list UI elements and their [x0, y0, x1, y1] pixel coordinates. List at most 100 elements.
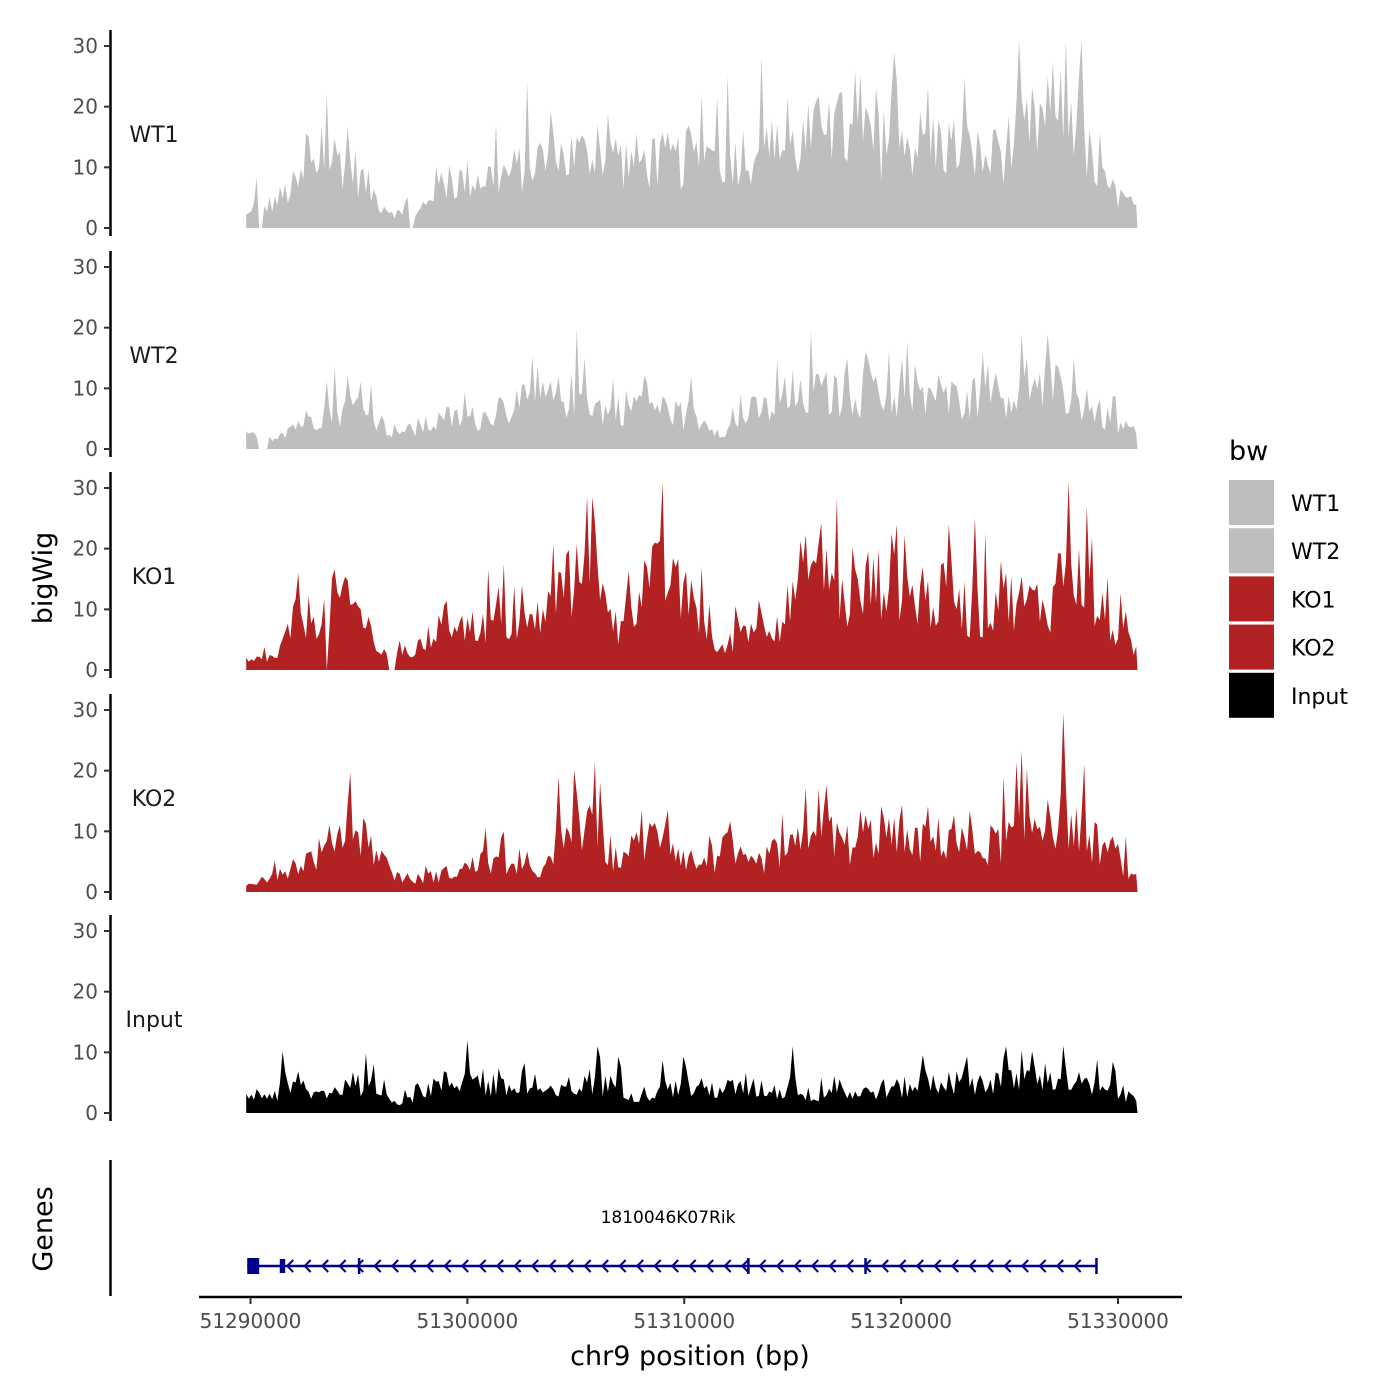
y-tick-label: 0 — [85, 1101, 98, 1125]
y-tick-label: 0 — [85, 880, 98, 904]
strand-arrow — [670, 1259, 679, 1273]
strand-arrow — [985, 1259, 994, 1273]
signal-area-ko1 — [246, 481, 1138, 670]
strand-arrow — [373, 1259, 382, 1273]
strand-arrow — [355, 1259, 364, 1273]
track-wt2: 0 10 20 30 WT2 — [73, 251, 1138, 461]
x-tick-label: 51330000 — [1067, 1309, 1169, 1333]
strand-arrow — [1073, 1259, 1082, 1273]
strand-arrow — [653, 1259, 662, 1273]
x-axis: 51290000 51300000 51310000 51320000 51330000 — [199, 1295, 1182, 1333]
track-label: KO2 — [132, 787, 177, 812]
x-tick-label: 51310000 — [633, 1309, 735, 1333]
strand-arrow — [425, 1259, 434, 1273]
strand-arrow — [915, 1259, 924, 1273]
x-axis-title: chr9 position (bp) — [570, 1341, 810, 1372]
strand-arrow — [635, 1259, 644, 1273]
strand-arrow — [583, 1259, 592, 1273]
genes-panel: 1810046K07Rik — [109, 1160, 1098, 1296]
x-tick-label: 51300000 — [416, 1309, 518, 1333]
legend-key-ko1 — [1229, 576, 1274, 622]
strand-arrow — [565, 1259, 574, 1273]
strand-arrow — [898, 1259, 907, 1273]
legend-key-wt2 — [1229, 528, 1274, 574]
strand-arrow — [968, 1259, 977, 1273]
signal-area-input — [246, 1040, 1138, 1113]
strand-arrow — [548, 1259, 557, 1273]
track-label: WT2 — [129, 344, 178, 369]
y-tick-label: 0 — [85, 437, 98, 461]
exon — [357, 1258, 361, 1274]
exon — [247, 1258, 260, 1274]
y-axis-title-bigwig: bigWig — [28, 532, 59, 625]
y-tick-label: 20 — [73, 95, 98, 119]
y-axis-title-genes: Genes — [28, 1186, 59, 1271]
strand-arrow — [1038, 1259, 1047, 1273]
y-tick-label: 10 — [73, 597, 98, 621]
y-tick-label: 10 — [73, 376, 98, 400]
strand-arrow — [1003, 1259, 1012, 1273]
strand-arrow — [303, 1259, 312, 1273]
bigwig-tracks: 0 10 20 30 WT1 0 10 20 30 WT2 0 10 20 30 KO1 0 10 20 30 KO2… — [73, 30, 1138, 1125]
strand-arrow — [478, 1259, 487, 1273]
strand-arrow — [758, 1259, 767, 1273]
y-tick-label: 20 — [73, 537, 98, 561]
strand-arrow — [443, 1259, 452, 1273]
gene-label: 1810046K07Rik — [601, 1208, 736, 1228]
legend-label: WT1 — [1291, 492, 1340, 517]
legend-label: WT2 — [1291, 540, 1340, 565]
strand-arrow — [740, 1259, 749, 1273]
y-tick-label: 30 — [73, 698, 98, 722]
y-tick-label: 30 — [73, 34, 98, 58]
track-label: WT1 — [129, 123, 178, 148]
strand-arrow — [320, 1259, 329, 1273]
strand-arrow — [408, 1259, 417, 1273]
signal-area-wt2 — [246, 328, 1138, 449]
y-tick-label: 20 — [73, 759, 98, 783]
strand-arrow — [600, 1259, 609, 1273]
strand-arrow — [828, 1259, 837, 1273]
strand-arrow — [513, 1259, 522, 1273]
y-tick-label: 10 — [73, 1040, 98, 1064]
strand-arrow — [775, 1259, 784, 1273]
y-tick-label: 20 — [73, 980, 98, 1004]
track-label: KO1 — [132, 565, 177, 590]
exon — [279, 1259, 286, 1273]
strand-arrow — [810, 1259, 819, 1273]
track-wt1: 0 10 20 30 WT1 — [73, 30, 1138, 240]
track-ko1: 0 10 20 30 KO1 — [73, 472, 1138, 682]
strand-arrow — [495, 1259, 504, 1273]
y-tick-label: 0 — [85, 216, 98, 240]
strand-arrow — [793, 1259, 802, 1273]
signal-area-ko2 — [246, 713, 1138, 892]
legend-label: KO2 — [1291, 637, 1336, 662]
legend-label: Input — [1291, 685, 1348, 710]
strand-arrow — [950, 1259, 959, 1273]
exon — [747, 1258, 750, 1274]
strand-arrow — [845, 1259, 854, 1273]
x-tick-label: 51320000 — [850, 1309, 952, 1333]
y-tick-label: 30 — [73, 476, 98, 500]
strand-arrow — [688, 1259, 697, 1273]
signal-area-wt1 — [246, 39, 1138, 229]
strand-arrow — [338, 1259, 347, 1273]
legend-key-ko2 — [1229, 624, 1274, 670]
legend-key-wt1 — [1229, 480, 1274, 525]
exon — [864, 1258, 867, 1274]
y-tick-label: 20 — [73, 316, 98, 340]
x-tick-label: 51290000 — [200, 1309, 302, 1333]
strand-arrow — [705, 1259, 714, 1273]
strand-arrow — [880, 1259, 889, 1273]
track-label: Input — [126, 1008, 183, 1033]
strand-arrow — [530, 1259, 539, 1273]
track-input: 0 10 20 30 Input — [73, 915, 1138, 1125]
legend-title: bw — [1229, 436, 1268, 467]
y-tick-label: 10 — [73, 819, 98, 843]
legend-key-input — [1229, 672, 1274, 718]
track-ko2: 0 10 20 30 KO2 — [73, 694, 1138, 904]
strand-arrow — [618, 1259, 627, 1273]
y-tick-label: 10 — [73, 155, 98, 179]
strand-arrow — [285, 1259, 294, 1273]
exon — [1095, 1258, 1098, 1274]
